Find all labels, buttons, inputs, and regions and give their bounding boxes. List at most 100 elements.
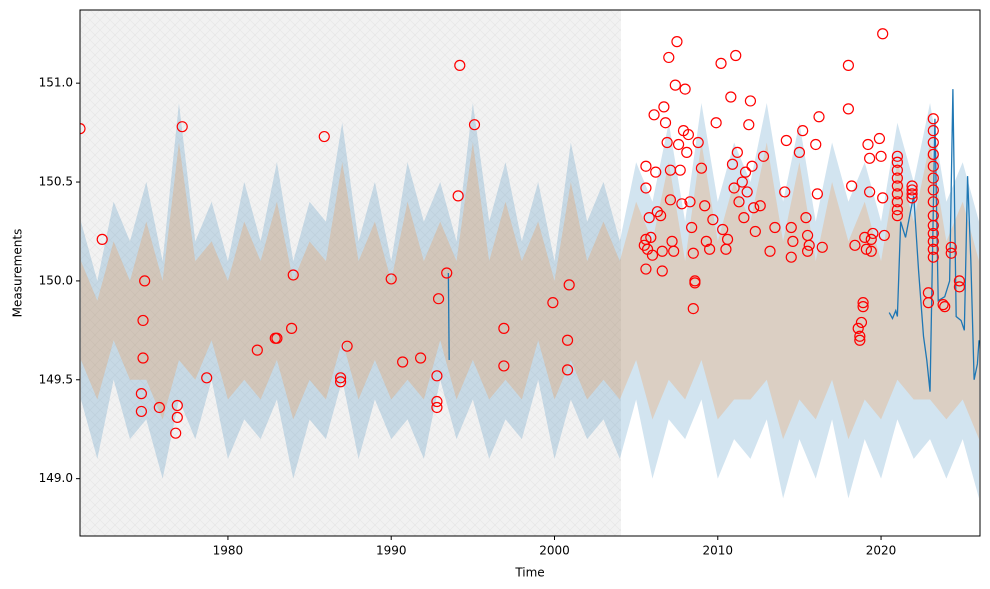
point xyxy=(854,334,866,346)
point xyxy=(842,103,854,115)
point xyxy=(927,196,939,208)
point xyxy=(643,212,655,224)
point xyxy=(785,251,797,263)
point xyxy=(757,150,770,162)
point xyxy=(710,117,722,129)
point xyxy=(891,204,903,216)
point xyxy=(736,176,748,188)
point xyxy=(663,51,675,64)
point xyxy=(864,152,876,164)
point xyxy=(721,233,734,245)
point xyxy=(498,322,510,334)
y-tick-label: 149.0 xyxy=(39,471,73,485)
point xyxy=(561,334,574,346)
point xyxy=(728,182,740,194)
point xyxy=(684,196,696,208)
point xyxy=(939,301,951,313)
point xyxy=(927,113,939,125)
point xyxy=(800,212,812,224)
point xyxy=(700,235,712,247)
point xyxy=(953,275,966,287)
point xyxy=(341,340,353,352)
point xyxy=(498,360,510,372)
point xyxy=(741,186,753,198)
point xyxy=(432,293,445,305)
point xyxy=(286,322,298,334)
axes-frame xyxy=(79,9,981,537)
y-tick-label: 150.0 xyxy=(39,273,73,287)
point xyxy=(945,241,957,253)
point xyxy=(862,138,874,151)
point xyxy=(201,372,213,384)
point xyxy=(689,277,701,289)
x-tick-label: 1990 xyxy=(376,544,407,558)
point xyxy=(748,202,760,214)
band xyxy=(80,142,980,440)
point xyxy=(452,190,464,202)
point xyxy=(906,184,918,196)
point xyxy=(431,401,443,414)
point xyxy=(271,332,283,344)
y-tick-label: 151.0 xyxy=(39,76,73,90)
point xyxy=(927,227,939,240)
point xyxy=(927,235,939,247)
point xyxy=(842,59,854,71)
point xyxy=(397,356,409,368)
point xyxy=(857,301,869,313)
point xyxy=(334,376,347,388)
point xyxy=(431,395,443,408)
point xyxy=(692,136,704,149)
point xyxy=(744,95,757,107)
point xyxy=(801,245,814,257)
point xyxy=(547,297,559,309)
point xyxy=(927,125,939,137)
point xyxy=(787,235,799,247)
point xyxy=(875,150,887,162)
point xyxy=(441,267,453,279)
point xyxy=(137,352,149,364)
y-axis-label: Measurements xyxy=(11,229,25,318)
point xyxy=(655,210,667,222)
point xyxy=(855,316,868,329)
point xyxy=(671,36,683,48)
point xyxy=(891,210,903,222)
point xyxy=(927,160,939,172)
point xyxy=(640,182,652,194)
point xyxy=(849,239,861,251)
point xyxy=(865,233,877,245)
point xyxy=(739,166,752,178)
point xyxy=(877,192,889,204)
point xyxy=(749,225,761,238)
point xyxy=(891,188,903,200)
point xyxy=(153,401,165,414)
point xyxy=(687,302,699,315)
point xyxy=(563,279,575,291)
point xyxy=(646,249,659,261)
x-axis-label: Time xyxy=(514,566,544,580)
x-tick-label: 2000 xyxy=(539,544,570,558)
point xyxy=(937,299,949,311)
point xyxy=(640,160,652,172)
point xyxy=(676,198,688,210)
point xyxy=(176,121,188,133)
band xyxy=(80,102,980,499)
point xyxy=(816,241,828,253)
point xyxy=(431,370,443,382)
point xyxy=(730,49,742,62)
point xyxy=(287,269,299,281)
point xyxy=(873,132,886,145)
point xyxy=(852,322,864,334)
point xyxy=(797,125,809,137)
point xyxy=(906,188,918,200)
point xyxy=(135,405,147,418)
point xyxy=(927,184,939,196)
point xyxy=(867,227,879,240)
point xyxy=(707,214,719,226)
point xyxy=(878,229,890,242)
point xyxy=(674,164,686,176)
point xyxy=(785,221,797,234)
point xyxy=(891,150,903,162)
point xyxy=(656,245,668,257)
point xyxy=(135,388,147,400)
point xyxy=(953,281,966,293)
